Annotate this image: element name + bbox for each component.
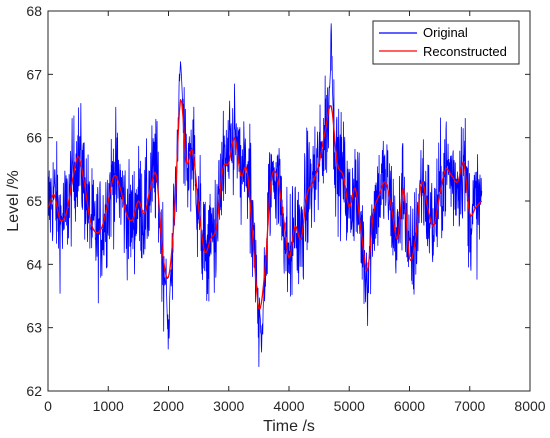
- series-layer: [48, 23, 483, 368]
- x-tick-label-0: 0: [44, 398, 52, 414]
- x-tick-label-2: 2000: [153, 398, 184, 414]
- legend-original-label: Original: [423, 25, 468, 40]
- x-tick-label-7: 7000: [454, 398, 485, 414]
- y-tick-label-1: 63: [26, 320, 42, 336]
- plot-area: [48, 11, 530, 391]
- series-reconstructed-line: [48, 99, 483, 310]
- x-tick-label-1: 1000: [93, 398, 124, 414]
- y-tick-label-4: 66: [26, 130, 42, 146]
- legend-reconstructed-label: Reconstructed: [423, 44, 507, 59]
- x-tick-label-4: 4000: [273, 398, 304, 414]
- y-tick-label-5: 67: [26, 66, 42, 82]
- legend: Original Reconstructed: [372, 20, 520, 65]
- x-tick-label-8: 8000: [514, 398, 545, 414]
- x-tick-label-3: 3000: [213, 398, 244, 414]
- series-original-line: [48, 23, 483, 368]
- x-axis-label: Time /s: [263, 418, 315, 435]
- y-tick-label-6: 68: [26, 3, 42, 19]
- label-layer: 0 1000 2000 3000 4000 5000 6000 7000 8000 62 63 64 6…: [26, 3, 545, 414]
- legend-box: [372, 20, 520, 65]
- y-tick-label-3: 65: [26, 193, 42, 209]
- x-tick-label-5: 5000: [334, 398, 365, 414]
- y-tick-label-0: 62: [26, 383, 42, 399]
- y-axis-label: Level /%: [5, 170, 22, 231]
- x-tick-label-6: 6000: [394, 398, 425, 414]
- y-tick-label-2: 64: [26, 256, 42, 272]
- tick-layer: [47, 10, 531, 392]
